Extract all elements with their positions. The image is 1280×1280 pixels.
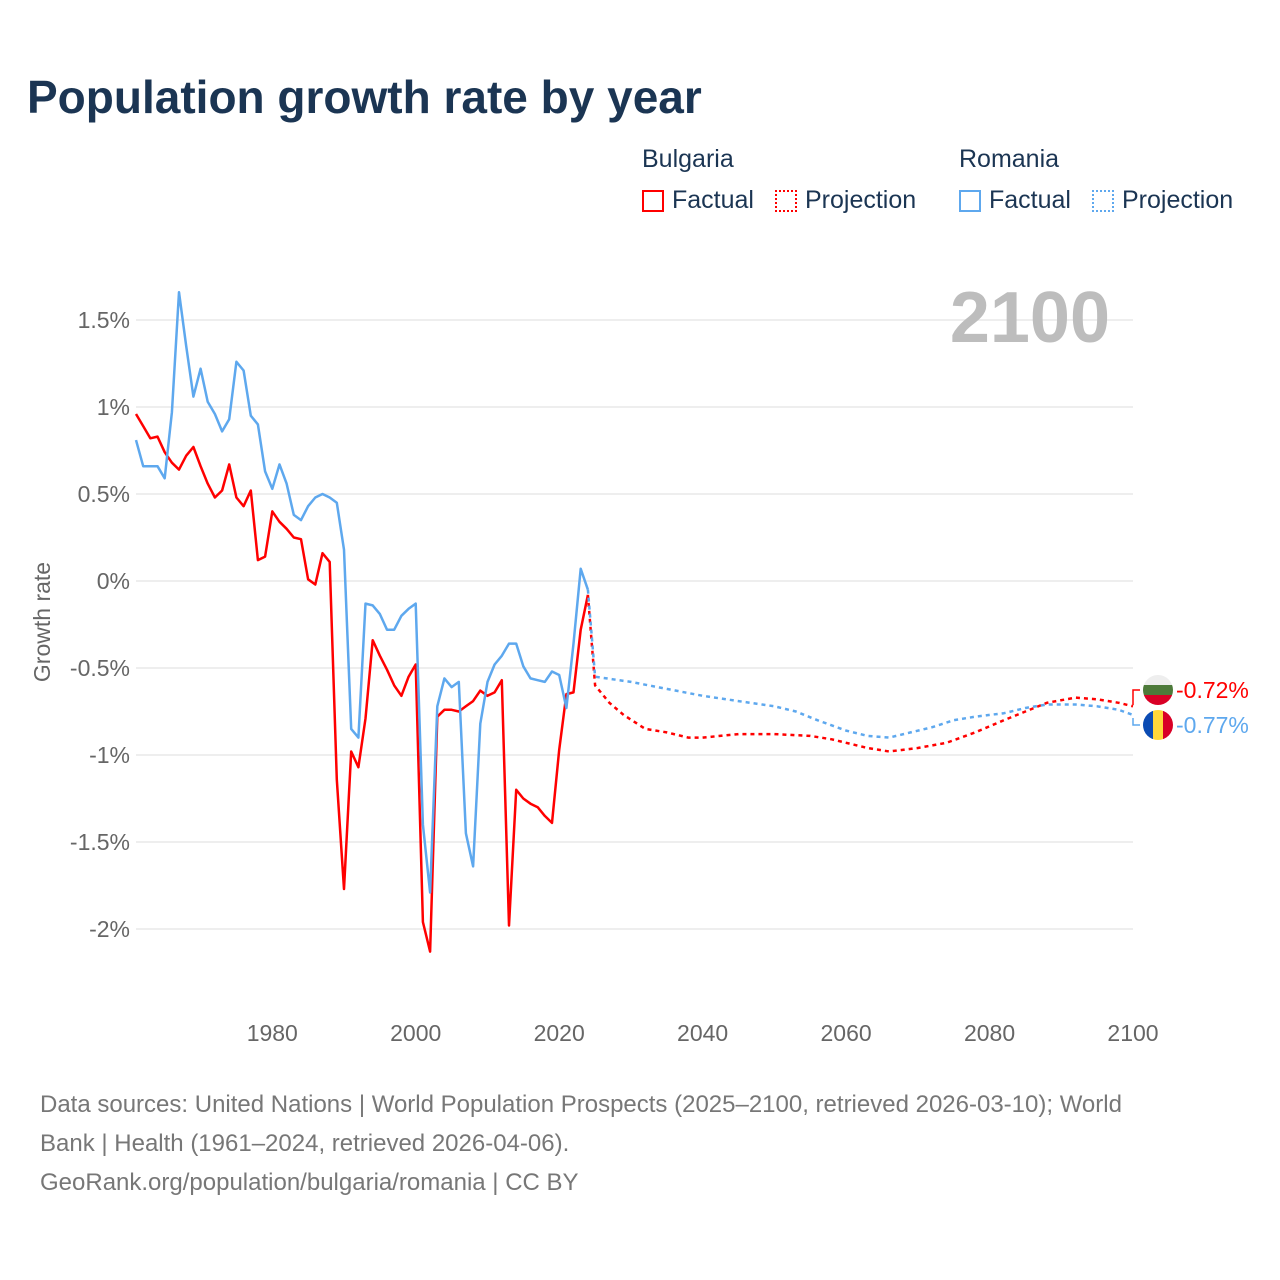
y-tick-label: -1% <box>89 742 130 768</box>
legend-swatch-dotted-icon <box>775 189 797 212</box>
bulgaria-projection-line <box>586 594 1134 753</box>
romania-end-connector <box>1132 718 1140 726</box>
legend-bulgaria-factual[interactable]: Factual <box>642 186 754 215</box>
page-title: Population growth rate by year <box>27 71 702 123</box>
y-tick-label: -1.5% <box>70 829 130 855</box>
x-tick-label: 2000 <box>390 1020 441 1046</box>
x-tick-label: 2080 <box>964 1020 1015 1046</box>
x-tick-label: 2060 <box>821 1020 872 1046</box>
romania-projection-line <box>586 589 1134 739</box>
legend-group-romania: Romania <box>959 145 1060 173</box>
footer-source-line-1: Data sources: United Nations | World Pop… <box>40 1091 1122 1118</box>
y-axis-label: Growth rate <box>29 562 55 682</box>
romania-end-label: -0.77% <box>1176 712 1249 738</box>
x-tick-label: 2040 <box>677 1020 728 1046</box>
bulgaria-flag-icon <box>1143 675 1173 705</box>
y-tick-label: 0.5% <box>78 481 130 507</box>
y-tick-label: -2% <box>89 916 130 942</box>
legend-label: Projection <box>805 186 917 214</box>
year-watermark: 2100 <box>950 278 1110 358</box>
legend-romania-projection[interactable]: Projection <box>1092 186 1233 215</box>
bulgaria-end-connector <box>1132 689 1140 705</box>
y-tick-label: 1% <box>97 394 130 420</box>
y-tick-label: 1.5% <box>78 307 130 333</box>
x-tick-label: 2100 <box>1107 1020 1158 1046</box>
romania-flag-icon <box>1143 710 1173 740</box>
legend-bulgaria-projection[interactable]: Projection <box>775 186 916 215</box>
legend-swatch-dotted-icon <box>1092 189 1114 212</box>
y-tick-label: 0% <box>97 568 130 594</box>
legend-label: Factual <box>989 186 1071 214</box>
legend-swatch-solid-icon <box>642 189 664 212</box>
bulgaria-end-label: -0.72% <box>1176 677 1249 703</box>
legend-group-bulgaria: Bulgaria <box>642 145 734 173</box>
legend-label: Projection <box>1122 186 1234 214</box>
footer-source-line-2: Bank | Health (1961–2024, retrieved 2026… <box>40 1130 570 1157</box>
legend-romania-factual[interactable]: Factual <box>959 186 1071 215</box>
legend-swatch-solid-icon <box>959 189 981 212</box>
bulgaria-factual-line <box>134 413 590 953</box>
y-tick-label: -0.5% <box>70 655 130 681</box>
footer-attribution-link[interactable]: GeoRank.org/population/bulgaria/romania … <box>40 1169 579 1196</box>
x-tick-label: 1980 <box>247 1020 298 1046</box>
x-tick-label: 2020 <box>534 1020 585 1046</box>
legend-label: Factual <box>672 186 754 214</box>
romania-factual-line <box>134 290 590 894</box>
